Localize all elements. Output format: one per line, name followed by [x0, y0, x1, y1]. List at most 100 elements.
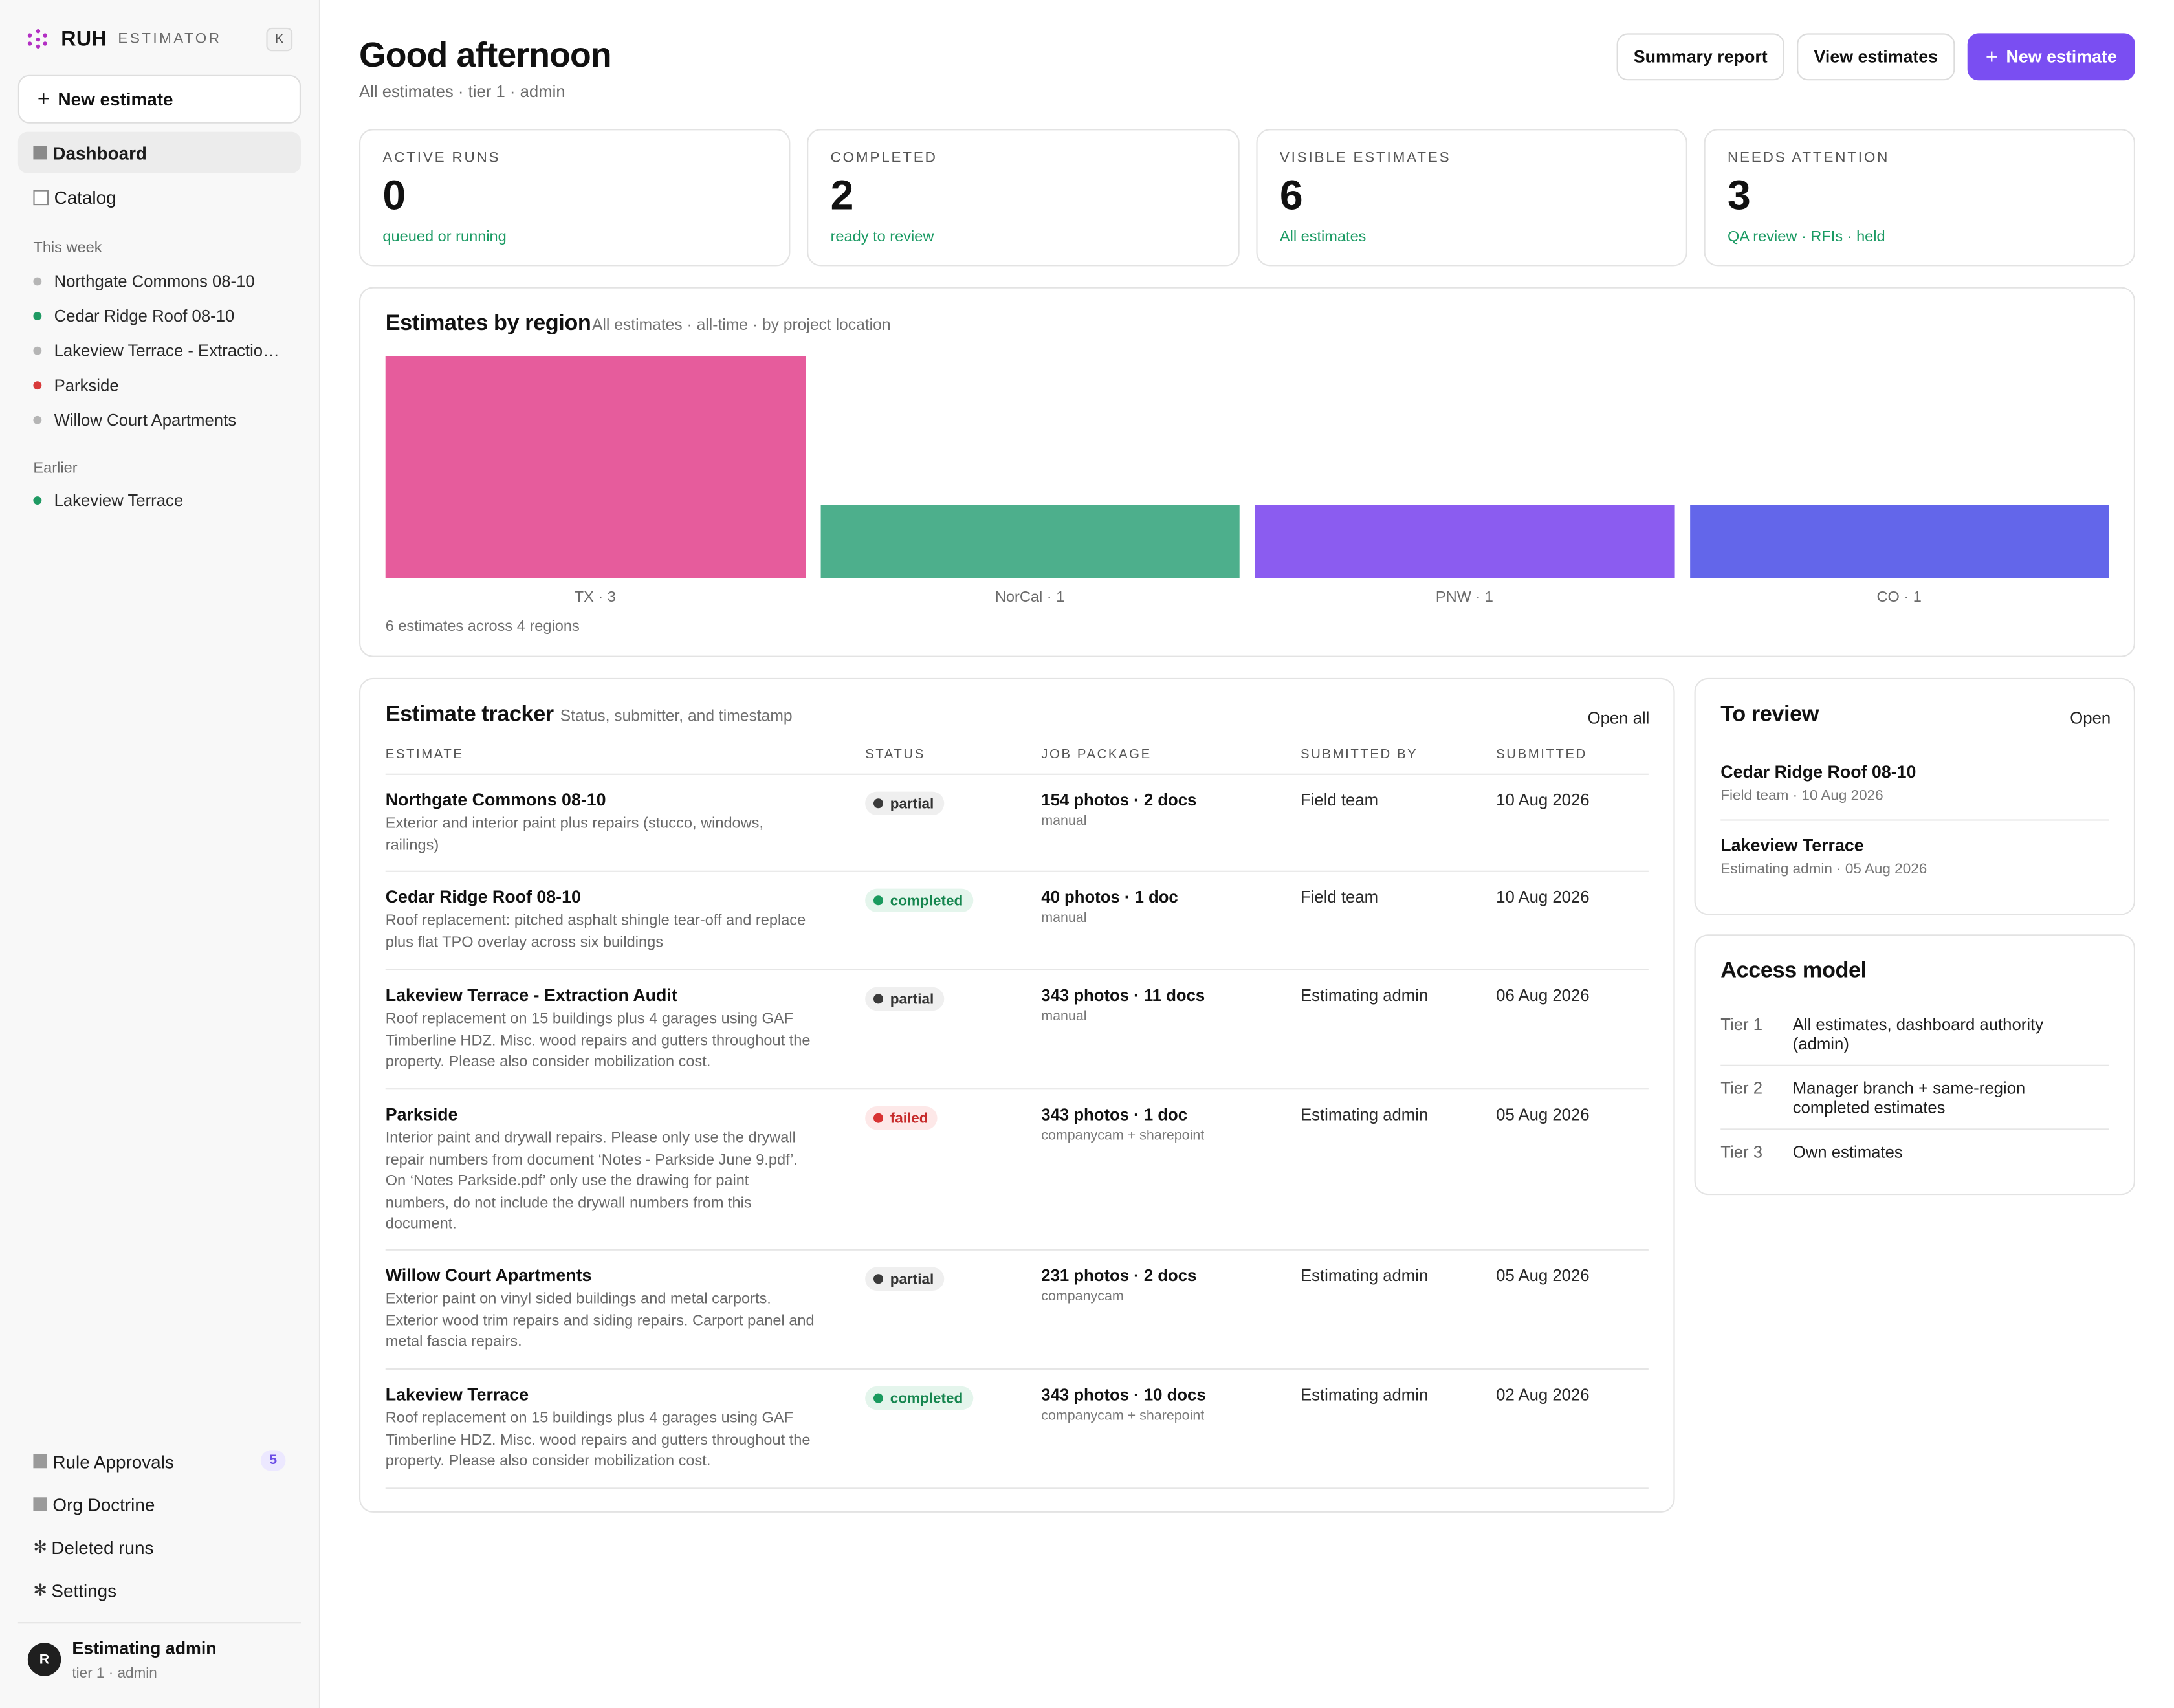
sidebar: RUH ESTIMATOR K + New estimate Dashboard… [0, 0, 320, 1708]
region-bar[interactable] [1689, 504, 2109, 578]
nav-rule-approvals[interactable]: Rule Approvals 5 [33, 1447, 296, 1475]
region-bar[interactable] [820, 504, 1240, 578]
region-bar[interactable] [1255, 504, 1674, 578]
estimate-name[interactable]: Cedar Ridge Roof 08-10 [385, 887, 581, 907]
table-row-divider [385, 870, 1649, 872]
stat-card-completed[interactable]: COMPLETED 2 ready to review [807, 129, 1240, 267]
estimate-description: Roof replacement on 15 buildings plus 4 … [385, 1011, 811, 1071]
plus-icon: + [37, 87, 50, 111]
sidebar-run-item[interactable]: Lakeview Terrace [33, 488, 283, 513]
column-header-submitted-by[interactable]: SUBMITTED BY [1300, 747, 1418, 763]
job-package-source: companycam + sharepoint [1041, 1128, 1205, 1144]
status-label: failed [890, 1110, 928, 1127]
page-title: Good afternoon [359, 36, 612, 75]
status-dot [33, 346, 42, 355]
submitted-by: Field team [1300, 887, 1379, 907]
asterisk-icon: ✻ [33, 1537, 47, 1557]
review-item-title[interactable]: Cedar Ridge Roof 08-10 [1720, 762, 1916, 782]
nav-catalog[interactable]: Catalog [18, 176, 301, 217]
user-name[interactable]: Estimating admin [72, 1638, 217, 1658]
tier-label: Tier 1 [1720, 1014, 1763, 1035]
submitted-by: Field team [1300, 790, 1379, 810]
column-header-job-package[interactable]: JOB PACKAGE [1041, 747, 1152, 763]
stat-value: 0 [382, 173, 406, 219]
status-badge: failed [865, 1106, 938, 1130]
collapse-shortcut-key[interactable]: K [266, 27, 293, 52]
user-role: tier 1 · admin [72, 1665, 157, 1682]
to-review-title: To review [1720, 703, 1819, 727]
stat-card-needs-attention[interactable]: NEEDS ATTENTION 3 QA review · RFIs · hel… [1704, 129, 2135, 267]
region-bar-label: TX · 3 [574, 589, 616, 606]
tier-label: Tier 2 [1720, 1078, 1763, 1099]
sidebar-run-item[interactable]: Lakeview Terrace - Extraction Audit [33, 338, 283, 364]
stat-card-active-runs[interactable]: ACTIVE RUNS 0 queued or running [359, 129, 791, 267]
stat-label: ACTIVE RUNS [382, 149, 501, 167]
to-review-open-link[interactable]: Open [2070, 708, 2111, 728]
status-badge: partial [865, 1267, 944, 1291]
nav-dashboard[interactable]: Dashboard [17, 131, 301, 173]
nav-deleted-runs[interactable]: ✻ Deleted runs [33, 1533, 296, 1561]
nav-org-doctrine-label: Org Doctrine [52, 1493, 155, 1515]
estimate-name[interactable]: Lakeview Terrace [385, 1385, 529, 1405]
status-badge: partial [865, 791, 944, 815]
submitted-date: 05 Aug 2026 [1496, 1104, 1590, 1124]
region-bar-label: NorCal · 1 [994, 589, 1065, 606]
nav-settings[interactable]: ✻ Settings [33, 1576, 296, 1604]
sidebar-run-item[interactable]: Willow Court Apartments [33, 408, 283, 433]
plus-icon: + [1985, 45, 1998, 69]
region-bar[interactable] [385, 356, 805, 578]
column-header-status[interactable]: STATUS [865, 747, 925, 763]
tier-divider [1720, 1128, 2109, 1130]
estimate-name[interactable]: Willow Court Apartments [385, 1265, 592, 1286]
estimate-description: Exterior paint on vinyl sided buildings … [385, 1290, 815, 1351]
estimate-name[interactable]: Parkside [385, 1104, 458, 1124]
region-chart-title: Estimates by region [385, 312, 591, 336]
sidebar-run-label: Lakeview Terrace [54, 490, 184, 510]
status-dot [873, 798, 883, 809]
region-bar-label: CO · 1 [1876, 589, 1922, 606]
table-row-divider [385, 1368, 1649, 1370]
summary-report-button[interactable]: Summary report [1616, 33, 1784, 81]
stat-card-visible-estimates[interactable]: VISIBLE ESTIMATES 6 All estimates [1256, 129, 1687, 267]
status-dot [873, 1113, 883, 1123]
square-filled-icon [33, 1497, 47, 1511]
brand[interactable]: RUH ESTIMATOR [27, 25, 222, 53]
brand-product: ESTIMATOR [118, 30, 222, 47]
sidebar-run-label: Lakeview Terrace - Extraction Audit [54, 341, 283, 361]
sidebar-new-estimate-button[interactable]: + New estimate [17, 74, 301, 124]
new-estimate-button[interactable]: + New estimate [1967, 33, 2135, 81]
job-package-summary: 343 photos · 10 docs [1041, 1385, 1206, 1405]
review-item-title[interactable]: Lakeview Terrace [1720, 836, 1864, 856]
avatar[interactable]: R [27, 1643, 61, 1676]
tier-description: Own estimates [1792, 1142, 1903, 1162]
stat-sub: All estimates [1279, 228, 1367, 246]
nav-catalog-label: Catalog [54, 186, 116, 208]
estimate-description: Exterior and interior paint plus repairs… [385, 815, 764, 853]
sidebar-run-item[interactable]: Cedar Ridge Roof 08-10 [33, 303, 283, 329]
status-badge: partial [865, 987, 944, 1011]
nav-org-doctrine[interactable]: Org Doctrine [33, 1491, 296, 1518]
status-badge: completed [865, 888, 973, 912]
sidebar-run-label: Cedar Ridge Roof 08-10 [54, 306, 235, 326]
estimate-name[interactable]: Lakeview Terrace - Extraction Audit [385, 985, 677, 1005]
job-package-source: companycam [1041, 1289, 1124, 1305]
review-item-meta: Estimating admin · 05 Aug 2026 [1720, 860, 1927, 878]
sidebar-run-item[interactable]: Parkside [33, 373, 283, 398]
submitted-by: Estimating admin [1300, 1265, 1429, 1286]
estimate-name[interactable]: Northgate Commons 08-10 [385, 790, 606, 810]
open-all-link[interactable]: Open all [1587, 708, 1650, 728]
submitted-date: 05 Aug 2026 [1496, 1265, 1590, 1286]
new-estimate-button-label: New estimate [2006, 47, 2117, 67]
sidebar-run-item[interactable]: Northgate Commons 08-10 [33, 269, 283, 294]
submitted-date: 10 Aug 2026 [1496, 790, 1590, 810]
nav-deleted-runs-label: Deleted runs [51, 1537, 154, 1558]
brand-name: RUH [61, 27, 107, 51]
region-chart-footer: 6 estimates across 4 regions [385, 618, 580, 635]
column-header-submitted[interactable]: SUBMITTED [1496, 747, 1587, 763]
estimate-tracker-card [359, 677, 1675, 1513]
column-header-estimate[interactable]: ESTIMATE [385, 747, 464, 763]
status-dot [33, 415, 42, 424]
stat-value: 2 [830, 173, 854, 219]
job-package-summary: 231 photos · 2 docs [1041, 1265, 1197, 1286]
view-estimates-button[interactable]: View estimates [1797, 33, 1955, 81]
